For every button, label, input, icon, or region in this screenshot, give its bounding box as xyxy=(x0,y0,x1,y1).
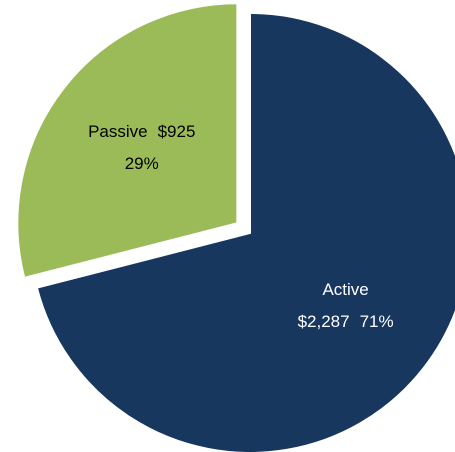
pie-slice xyxy=(16,2,239,280)
amount-label: $2,287 xyxy=(298,313,350,332)
amount-label: $925 xyxy=(158,123,196,142)
slice-label: $2,287 71% xyxy=(298,313,394,332)
percent-label: 29% xyxy=(125,155,159,174)
category-label: Passive xyxy=(88,123,148,142)
category-label: Active xyxy=(322,281,368,300)
slice-label: Active xyxy=(322,281,368,300)
percent-label: 71% xyxy=(360,313,394,332)
pie-slice xyxy=(35,11,455,452)
slice-label: Passive $925 xyxy=(88,123,195,142)
slice-label: 29% xyxy=(125,155,159,174)
